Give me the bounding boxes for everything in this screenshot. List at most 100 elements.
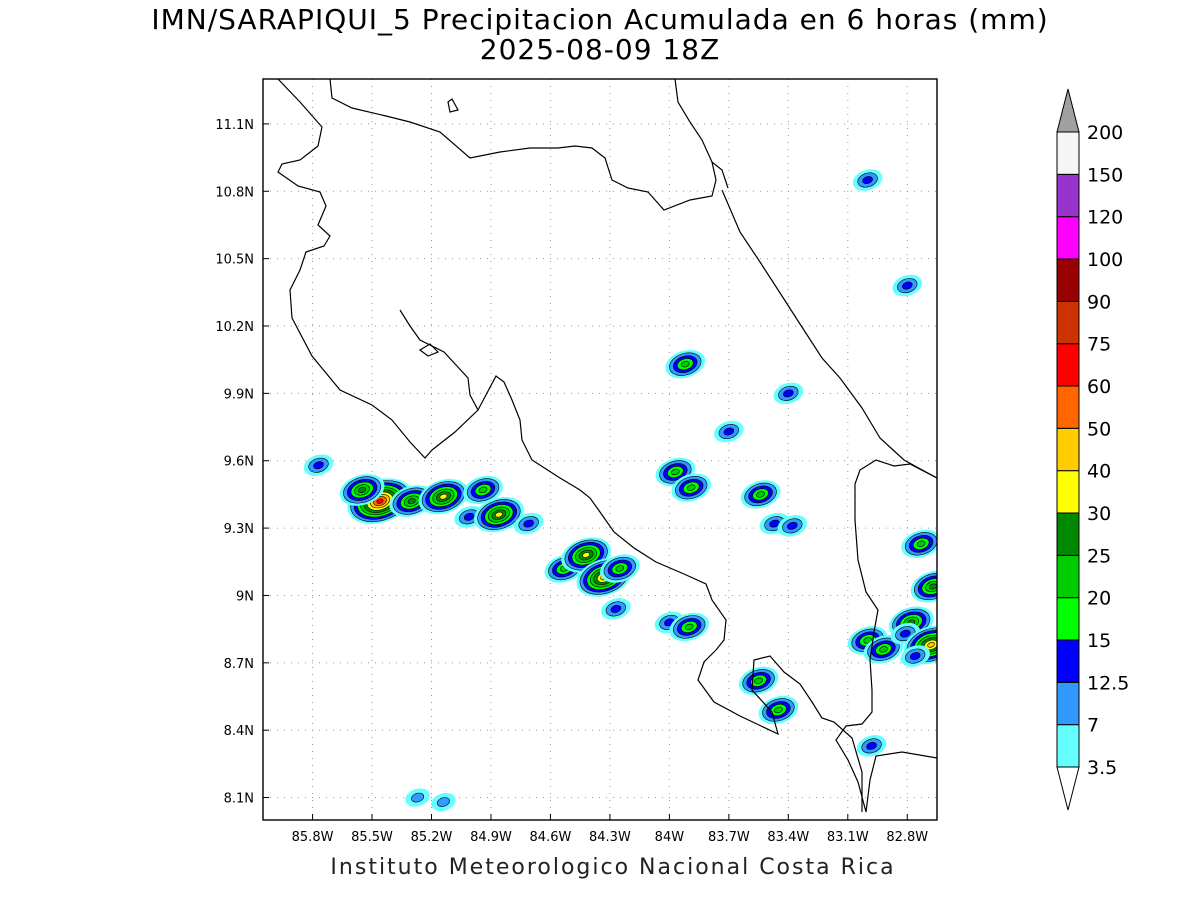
precip-contour [774,706,783,714]
precip-cell [474,496,524,533]
colorbar-label: 60 [1087,376,1111,398]
precip-cell [758,695,799,725]
lat-tick-label: 10.2N [215,320,254,335]
precip-cell [601,598,631,620]
lon-tick-label: 85.5W [351,830,393,845]
precip-contour [582,552,591,558]
gulf-island [418,343,440,357]
colorbar-segment [1056,385,1080,429]
colorbar-segment [1056,427,1080,472]
colorbar-segment [1056,216,1080,260]
colorbar-label: 3.5 [1087,757,1117,779]
colorbar: 3.5 7 12.5 15 20 25 30 40 50 60 75 90 100 120 150 200 [1056,88,1129,811]
precip-contour [358,486,367,493]
colorbar-label: 100 [1087,249,1123,271]
colorbar-label: 75 [1087,334,1111,356]
colorbar-segment [1056,724,1080,768]
precip-cell [669,612,710,642]
precip-contour [879,646,888,653]
precip-cell [892,274,923,297]
lat-tick-label: 9.9N [224,387,254,402]
precip-cell [852,169,883,191]
lon-tick-label: 84W [655,830,685,845]
colorbar-segment [1056,173,1080,218]
lat-tick-label: 8.4N [224,724,254,739]
map-axes: 85.8W 85.5W 85.2W 84.9W 84.6W 84.3W 84W 83.7W 83… [215,118,928,845]
precip-contour [680,361,690,368]
colorbar-segment [1056,681,1080,726]
lat-tick-label: 11.1N [215,118,254,133]
precip-contour [754,677,763,684]
precip-contour [411,792,425,803]
colorbar-bottom-arrow [1056,766,1080,811]
precip-cell [777,515,808,537]
precip-cell [738,666,779,695]
precip-cell [740,480,781,509]
colorbar-label: 20 [1087,588,1111,610]
colorbar-segment [1056,300,1080,345]
colorbar-label: 7 [1087,715,1099,737]
precip-contour [610,605,622,613]
precip-cell [599,554,640,583]
precip-cell [910,570,937,603]
lat-tick-label: 10.8N [215,185,254,200]
colorbar-label: 50 [1087,418,1111,440]
lat-tick-label: 9.3N [224,522,254,537]
lat-tick-label: 8.7N [224,657,254,672]
lat-tick-label: 9.6N [224,455,254,470]
lon-tick-label: 85.2W [411,830,453,845]
precip-cell [900,645,930,667]
precip-cell [863,635,904,664]
lat-tick-label: 8.1N [224,792,254,807]
colorbar-segment [1056,343,1080,387]
precip-contour [769,519,780,528]
coastline-borders [277,79,937,813]
precip-contour [900,629,911,638]
precip-contour [902,281,913,290]
precip-contour [756,491,765,498]
colorbar-label: 120 [1087,207,1123,229]
precip-contour [862,176,873,184]
precip-contour [407,498,416,505]
precip-cell [405,788,430,807]
caribbean-coast [674,79,937,479]
lon-tick-label: 83.1W [827,830,869,845]
precip-contour [313,461,324,470]
colorbar-label: 200 [1087,122,1123,144]
precip-cell [773,382,804,405]
colorbar-label: 25 [1087,545,1111,567]
precip-contour [615,565,625,572]
precip-cell [339,473,385,506]
precip-contour [686,484,696,491]
lon-tick-label: 85.8W [292,830,334,845]
colorbar-segment [1056,554,1080,599]
precip-contour [671,468,680,476]
precip-contour [909,652,921,660]
colorbar-label: 40 [1087,461,1111,483]
precip-contour [439,493,448,500]
precip-cell [303,454,334,476]
map-subtitle: 2025-08-09 18Z [479,33,721,66]
credit-text: Instituto Meteorologico Nacional Costa R… [330,855,896,880]
precip-contour [723,427,735,436]
lake-outline [447,98,459,113]
colorbar-label: 30 [1087,503,1111,525]
precip-contour [927,642,935,648]
panama-border [835,459,937,813]
colorbar-top-arrow [1056,88,1080,133]
colorbar-segment [1056,512,1080,556]
colorbar-segment [1056,639,1080,683]
lat-tick-label: 10.5N [215,253,254,268]
precip-contour [523,519,534,528]
lat-tick-label: 9N [236,589,254,604]
precip-cell [463,475,503,505]
precip-cell [513,512,544,535]
precip-contour [787,521,798,530]
precip-cell [431,792,456,812]
lon-tick-label: 84.9W [470,830,512,845]
precip-cell [901,529,937,559]
precip-cell [665,349,706,379]
nicaragua-coast [277,79,479,459]
precip-contour [478,486,488,494]
